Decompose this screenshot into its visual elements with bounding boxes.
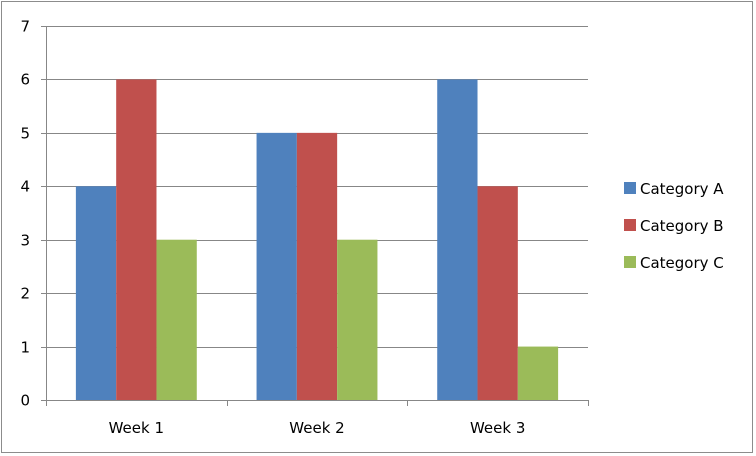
bar-category-c-week-2: [337, 239, 378, 400]
bar-category-c-week-3: [517, 346, 559, 400]
y-tick-label: 1: [20, 339, 30, 357]
legend: Category A Category B Category C: [624, 180, 724, 272]
y-tick-label: 7: [20, 18, 30, 36]
bar-category-b-week-2: [296, 132, 338, 401]
bar-category-a-week-2: [256, 132, 297, 401]
axes: [41, 26, 589, 406]
bar-category-b-week-1: [116, 79, 157, 401]
x-tick-label: Week 2: [289, 419, 344, 437]
x-axis-tick-labels: Week 1 Week 2 Week 3: [109, 419, 526, 437]
y-tick-label: 2: [20, 285, 30, 303]
legend-swatch: [624, 182, 636, 194]
y-axis-tick-labels: 0 1 2 3 4 5 6 7: [20, 18, 30, 410]
legend-swatch: [624, 219, 636, 231]
bars: [75, 79, 559, 401]
legend-label: Category B: [640, 217, 724, 235]
bar-category-a-week-1: [75, 186, 117, 400]
y-tick-label: 4: [20, 178, 30, 196]
y-tick-label: 5: [20, 125, 30, 143]
x-tick-label: Week 1: [109, 419, 164, 437]
y-tick-label: 3: [20, 232, 30, 250]
y-tick-label: 0: [20, 392, 30, 410]
legend-label: Category C: [640, 254, 724, 272]
x-tick-label: Week 3: [470, 419, 525, 437]
y-tick-label: 6: [20, 71, 30, 89]
bar-category-b-week-3: [477, 186, 518, 400]
bar-category-a-week-3: [437, 79, 478, 401]
bar-category-c-week-1: [156, 239, 197, 400]
legend-label: Category A: [640, 180, 724, 198]
legend-swatch: [624, 256, 636, 268]
